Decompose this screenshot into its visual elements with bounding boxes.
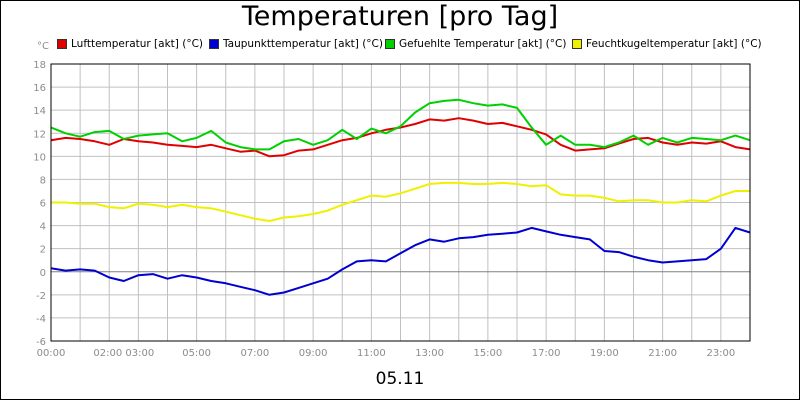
x-tick-label: 05:00 [182,348,211,359]
x-axis-date-label: 05.11 [375,369,425,389]
legend-item-wet-bulb: Feuchtkugeltemperatur [akt] (°C) [572,38,762,50]
y-tick-label: 18 [33,60,46,71]
y-tick-label: -6 [36,337,46,348]
chart-title: Temperaturen [pro Tag] [241,1,559,32]
legend-label: Feuchtkugeltemperatur [akt] (°C) [586,38,762,50]
x-tick-label: 23:00 [706,348,735,359]
x-tick-label: 11:00 [357,348,386,359]
series-line-1 [50,226,751,296]
y-tick-label: 0 [40,268,46,279]
legend-item-dew-point: Taupunkttemperatur [akt] (°C) [209,38,383,50]
x-tick-label: 15:00 [473,348,502,359]
x-tick-label: 17:00 [532,348,561,359]
y-tick-label: 12 [33,129,46,140]
legend-swatch-red [57,39,67,49]
legend-item-air-temp: Lufttemperatur [akt] (°C) [57,38,203,50]
x-tick-label: 02:00 03:00 [93,348,154,359]
y-tick-label: 8 [40,175,46,186]
x-tick-label: 09:00 [299,348,328,359]
y-tick-label: 14 [33,106,46,117]
legend-swatch-green [385,39,395,49]
y-tick-label: -4 [36,314,46,325]
x-tick-label: 13:00 [415,348,444,359]
y-tick-label: 4 [40,222,46,233]
x-tick-label: 19:00 [590,348,619,359]
x-tick-label: 00:00 [37,348,66,359]
series-line-3 [51,181,750,222]
series-line-0 [50,117,751,158]
legend-item-feels-like: Gefuehlte Temperatur [akt] (°C) [385,38,566,50]
series-line-2 [50,98,751,151]
legend-label: Lufttemperatur [akt] (°C) [71,38,203,50]
y-tick-label: 10 [33,152,46,163]
y-unit-label: °C [37,41,49,52]
legend-label: Taupunkttemperatur [akt] (°C) [223,38,383,50]
legend-swatch-yellow [572,39,582,49]
x-tick-label: 21:00 [648,348,677,359]
y-tick-label: 6 [40,199,46,210]
x-tick-label: 07:00 [240,348,269,359]
y-tick-label: 2 [40,245,46,256]
y-tick-label: -2 [36,291,46,302]
legend-swatch-blue [209,39,219,49]
plot-border [50,63,751,342]
y-tick-label: 16 [33,83,46,94]
legend-label: Gefuehlte Temperatur [akt] (°C) [399,38,567,50]
